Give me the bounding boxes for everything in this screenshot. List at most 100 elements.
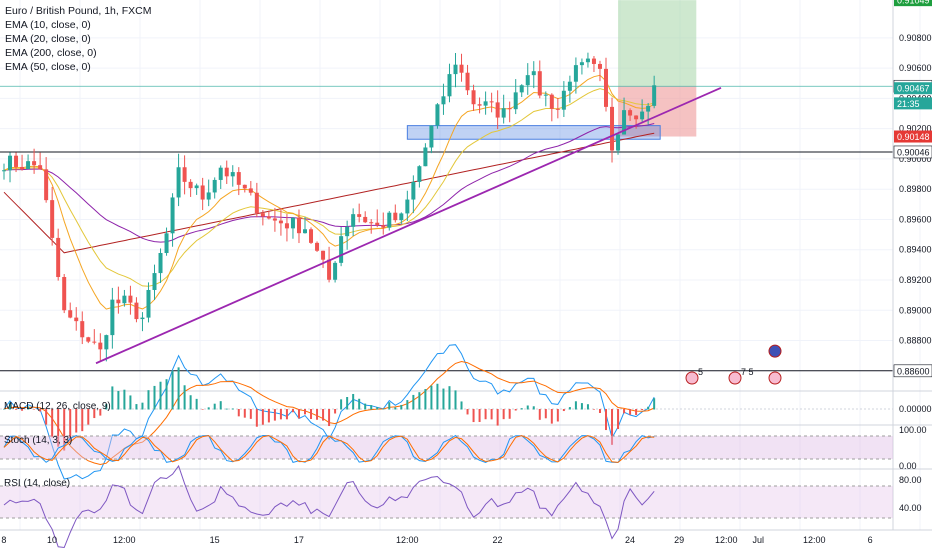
candle <box>122 295 127 304</box>
event-icon <box>728 371 742 385</box>
macd-hist <box>647 406 650 410</box>
macd-hist <box>334 409 337 414</box>
macd-hist <box>171 370 174 410</box>
macd-hist <box>406 400 409 410</box>
candle <box>266 216 271 219</box>
candle <box>616 134 621 151</box>
candle <box>278 220 283 224</box>
macd-hist <box>412 394 415 410</box>
candle <box>471 90 476 105</box>
macd-hist <box>135 404 138 410</box>
price-tick: 0.90600 <box>899 63 932 73</box>
candle <box>483 101 488 106</box>
candle <box>44 169 49 201</box>
candle <box>296 217 301 234</box>
candle <box>248 188 253 193</box>
candle <box>573 65 578 82</box>
price-label: 0.88600 <box>893 364 932 378</box>
macd-hist <box>490 409 493 420</box>
price-label-text: 0.91049 <box>897 0 930 6</box>
indicator-tick: 80.00 <box>899 475 922 485</box>
macd-hist <box>376 407 379 410</box>
price-label-text: 0.90467 <box>897 84 930 94</box>
macd-hist <box>635 409 638 415</box>
macd-hist <box>243 409 246 418</box>
macd-hist <box>153 385 156 410</box>
chart-legend: Euro / British Pound, 1h, FXCM EMA (10, … <box>5 4 151 74</box>
candle <box>423 147 428 167</box>
candle <box>652 85 657 106</box>
macd-hist <box>430 385 433 410</box>
indicator-tick: 0.00000 <box>899 404 932 414</box>
candle <box>579 62 584 66</box>
candle <box>110 299 115 336</box>
price-label-text: 0.90148 <box>897 132 930 142</box>
macd-hist <box>418 392 421 410</box>
macd-hist <box>51 409 54 438</box>
macd-hist <box>105 403 108 410</box>
price-tick: 0.88800 <box>899 336 932 346</box>
price-label-bg <box>894 97 932 110</box>
candle <box>8 155 13 171</box>
candle <box>441 96 446 105</box>
candle <box>525 75 530 86</box>
macd-hist <box>436 383 439 410</box>
macd-hist <box>617 409 620 430</box>
macd-hist <box>370 405 373 410</box>
event-marker: 5 <box>685 367 703 385</box>
price-label-text: 0.88600 <box>897 366 930 376</box>
macd-hist <box>556 409 559 422</box>
macd-hist <box>322 409 325 421</box>
candle <box>549 94 554 109</box>
macd-hist <box>605 409 607 431</box>
price-label: 0.90467 <box>894 82 932 95</box>
indicator-tick: 100.00 <box>899 425 927 435</box>
candle <box>537 71 542 96</box>
macd-hist <box>574 401 577 410</box>
candle <box>375 222 380 226</box>
candle <box>399 213 404 221</box>
time-tick: 24 <box>625 535 635 545</box>
macd-hist <box>273 409 276 421</box>
macd-hist <box>279 409 282 420</box>
macd-hist <box>297 409 300 419</box>
candle <box>170 197 175 234</box>
macd-hist <box>27 406 30 410</box>
candle <box>646 105 651 112</box>
rsi-band <box>0 486 893 518</box>
ema20-line <box>3 88 655 287</box>
price-label: 0.91049 <box>894 0 932 7</box>
candle <box>531 71 536 76</box>
candle <box>140 317 145 320</box>
candle <box>158 253 163 274</box>
macd-hist <box>346 397 349 410</box>
price-label-bg <box>894 130 932 143</box>
candle <box>519 85 524 93</box>
candle <box>200 185 205 200</box>
macd-hist <box>466 409 469 415</box>
macd-hist <box>9 402 12 410</box>
candle <box>459 64 464 73</box>
candle <box>628 110 633 116</box>
macd-hist <box>285 409 288 420</box>
macd-hist <box>653 398 656 410</box>
indicator-tick: 40.00 <box>899 503 922 513</box>
candle <box>218 167 223 180</box>
macd-hist <box>207 407 210 410</box>
candle <box>260 213 265 217</box>
candle <box>224 167 229 177</box>
event-marker: 7 5 <box>728 367 754 385</box>
time-tick: 12:00 <box>715 535 738 545</box>
macd-hist <box>231 408 234 410</box>
macd-hist <box>81 409 84 432</box>
rsi-line <box>3 464 655 549</box>
candle <box>80 321 85 338</box>
macd-hist <box>33 409 36 410</box>
macd-hist <box>159 381 162 410</box>
candle <box>20 166 25 170</box>
macd-hist <box>45 409 48 425</box>
macd-hist <box>316 409 319 420</box>
macd-hist <box>15 409 18 410</box>
macd-hist <box>165 379 168 410</box>
